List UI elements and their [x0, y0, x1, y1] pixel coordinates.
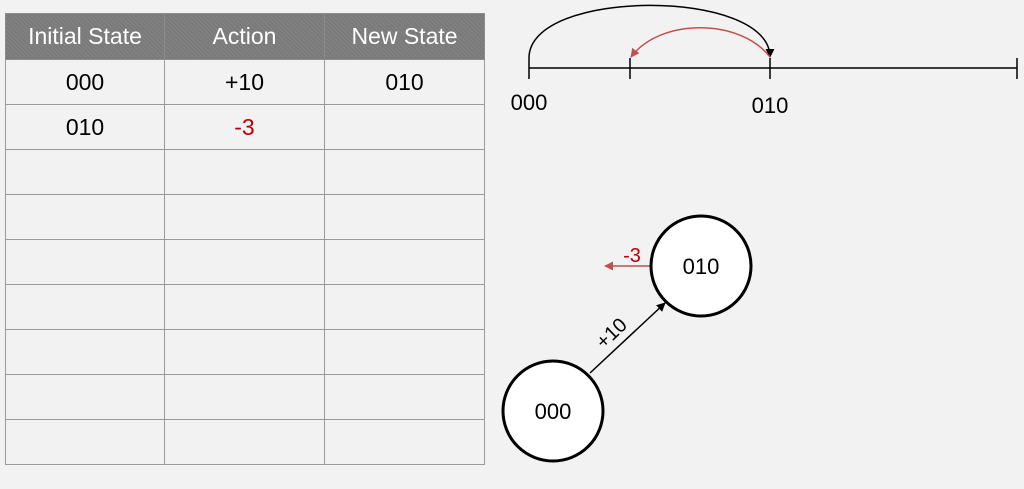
edge-forward — [589, 302, 666, 374]
number-line-label-start: 000 — [511, 90, 548, 115]
table-row — [5, 419, 485, 465]
number-line-label-mid: 010 — [752, 93, 789, 118]
cell-new-state — [324, 149, 485, 195]
edge-forward-label: +10 — [592, 314, 632, 353]
cell-new-state: 010 — [324, 59, 485, 105]
header-action: Action — [164, 13, 325, 60]
jump-arc-back — [630, 27, 771, 58]
cell-initial-state — [5, 149, 165, 195]
cell-initial-state: 010 — [5, 104, 165, 150]
cell-new-state — [324, 419, 485, 465]
node-start-label: 000 — [535, 399, 572, 424]
edge-back-label: -3 — [623, 245, 641, 267]
table-header-row: Initial State Action New State — [5, 13, 485, 60]
cell-action — [164, 419, 325, 465]
node-start — [501, 359, 605, 463]
cell-action — [164, 149, 325, 195]
cell-initial-state — [5, 374, 165, 420]
cell-action: +10 — [164, 59, 325, 105]
state-transition-table: Initial State Action New State 000 +10 0… — [5, 13, 485, 465]
cell-initial-state — [5, 419, 165, 465]
table-row — [5, 239, 485, 285]
cell-action — [164, 329, 325, 375]
node-next — [649, 214, 753, 318]
table-row — [5, 149, 485, 195]
table-row — [5, 194, 485, 240]
table-row — [5, 374, 485, 420]
header-initial-state: Initial State — [5, 13, 165, 60]
cell-action — [164, 374, 325, 420]
header-new-state: New State — [324, 13, 485, 60]
state-graph: +10 -3 000 010 — [501, 214, 753, 463]
cell-new-state — [324, 284, 485, 330]
jump-arc-forward — [528, 4, 775, 59]
cell-new-state — [324, 329, 485, 375]
node-next-label: 010 — [683, 254, 720, 279]
number-line: 000 010 — [511, 4, 1018, 118]
cell-new-state — [324, 104, 485, 150]
